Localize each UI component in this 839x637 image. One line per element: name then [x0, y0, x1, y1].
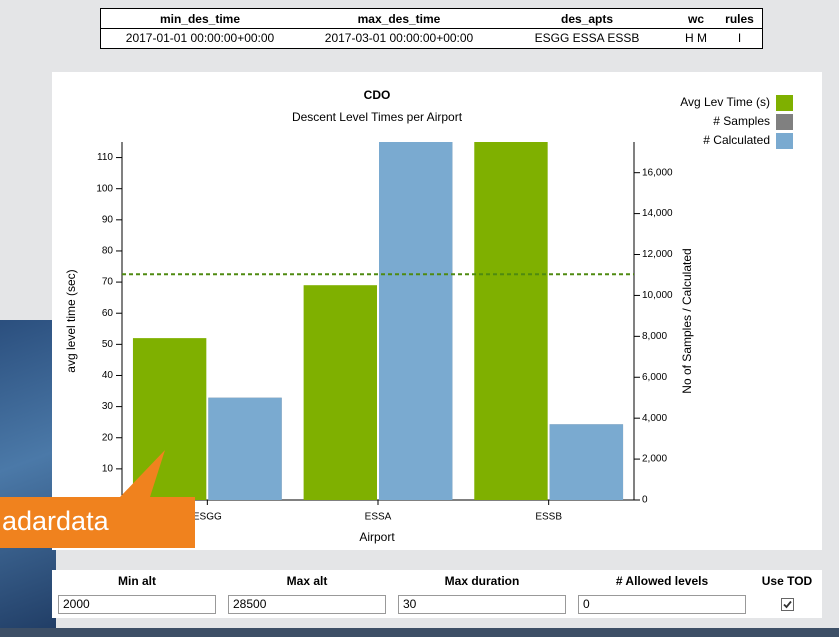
y-tick-label: 40: [102, 370, 114, 381]
y-tick-label: 20: [102, 432, 114, 443]
column-header: wc: [675, 9, 717, 29]
column-header: min_des_time: [101, 9, 300, 29]
legend-label: # Calculated: [703, 133, 770, 147]
cell: I: [717, 29, 763, 49]
y-tick-label: 90: [102, 214, 114, 225]
bar: [208, 398, 281, 500]
y2-axis-label: No of Samples / Calculated: [680, 248, 694, 393]
bar: [550, 424, 623, 500]
field-label: Max duration: [392, 570, 572, 591]
bar: [208, 398, 281, 500]
parameter-form: Min alt Max alt Max duration # Allowed l…: [52, 570, 822, 618]
y2-tick-label: 6,000: [642, 372, 667, 383]
cell: 2017-03-01 00:00:00+00:00: [299, 29, 499, 49]
cell: 2017-01-01 00:00:00+00:00: [101, 29, 300, 49]
bar: [474, 142, 547, 500]
y2-tick-label: 0: [642, 495, 648, 506]
y2-tick-label: 16,000: [642, 167, 673, 178]
y2-tick-label: 2,000: [642, 454, 667, 465]
chart-subtitle: Descent Level Times per Airport: [292, 110, 463, 124]
legend-swatch: [776, 114, 793, 130]
bar: [379, 142, 452, 500]
y-axis-label: avg level time (sec): [64, 269, 78, 372]
y-tick-label: 50: [102, 339, 114, 350]
chart-title: CDO: [364, 88, 391, 102]
cell: H M: [675, 29, 717, 49]
text-input[interactable]: 2000: [58, 595, 216, 614]
query-table: min_des_time max_des_time des_apts wc ru…: [100, 8, 763, 49]
x-axis-label: Airport: [359, 530, 395, 544]
x-tick-label: ESGG: [193, 512, 222, 523]
y2-tick-label: 12,000: [642, 249, 673, 260]
field-label: Max alt: [222, 570, 392, 591]
y-tick-label: 70: [102, 277, 114, 288]
field-label: Use TOD: [752, 570, 822, 591]
bar: [133, 338, 206, 500]
text-input[interactable]: 0: [578, 595, 746, 614]
legend-label: Avg Lev Time (s): [680, 95, 770, 109]
bar: [379, 142, 452, 500]
cell: ESGG ESSA ESSB: [499, 29, 675, 49]
y-tick-label: 110: [97, 152, 113, 163]
field-label: Min alt: [52, 570, 222, 591]
text-input[interactable]: 30: [398, 595, 566, 614]
legend-swatch: [776, 95, 793, 111]
page: min_des_time max_des_time des_apts wc ru…: [0, 0, 839, 637]
y-tick-label: 80: [102, 246, 114, 257]
y-tick-label: 100: [96, 183, 113, 194]
bar: [304, 285, 377, 500]
bottom-strip: [0, 628, 839, 637]
x-tick-label: ESSB: [535, 512, 562, 523]
column-header: max_des_time: [299, 9, 499, 29]
x-tick-label: ESSA: [365, 512, 392, 523]
column-header: rules: [717, 9, 763, 29]
bar: [550, 424, 623, 500]
y2-tick-label: 14,000: [642, 208, 673, 219]
chart-panel: [52, 72, 822, 550]
chart-layer: CDO Descent Level Times per Airport Airp…: [0, 0, 839, 637]
checkbox[interactable]: [781, 598, 794, 611]
y-tick-label: 60: [102, 308, 114, 319]
check-mark: [782, 599, 793, 610]
y-tick-label: 10: [102, 464, 114, 475]
legend-swatch: [776, 133, 793, 149]
y-tick-label: 30: [102, 401, 114, 412]
background-photo: [0, 320, 56, 637]
legend-label: # Samples: [713, 114, 770, 128]
text-input[interactable]: 28500: [228, 595, 386, 614]
y2-tick-label: 10,000: [642, 290, 673, 301]
field-label: # Allowed levels: [572, 570, 752, 591]
y2-tick-label: 8,000: [642, 331, 667, 342]
column-header: des_apts: [499, 9, 675, 29]
y2-tick-label: 4,000: [642, 413, 667, 424]
